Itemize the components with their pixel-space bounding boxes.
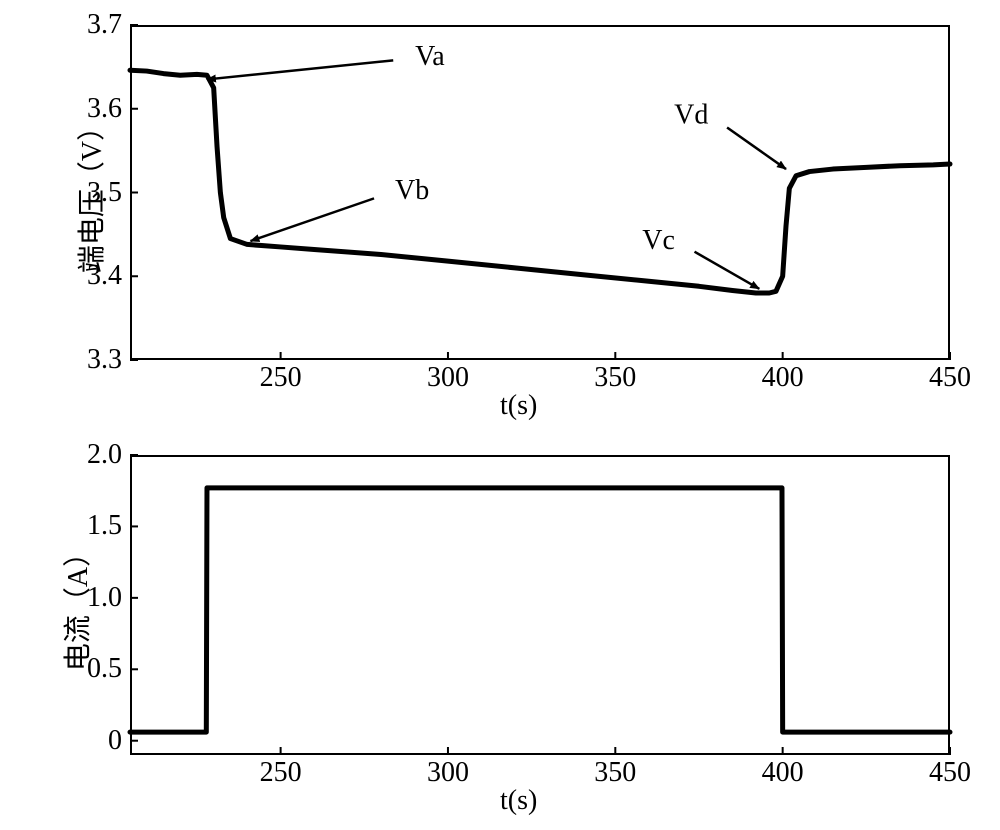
y-axis-label: 电流（A）	[56, 539, 96, 671]
x-axis-label: t(s)	[500, 390, 537, 422]
x-tick-label: 300	[423, 362, 473, 394]
annotation-label-Va: Va	[415, 41, 445, 72]
x-tick-label: 350	[590, 362, 640, 394]
x-tick-label: 250	[256, 362, 306, 394]
y-tick-label: 0	[108, 725, 122, 757]
x-tick-label: 300	[423, 757, 473, 789]
voltage-chart: Va Vb Vc Vd	[130, 25, 950, 360]
voltage-svg: Va Vb Vc Vd	[130, 25, 950, 360]
x-tick-label: 400	[758, 362, 808, 394]
x-tick-label: 400	[758, 757, 808, 789]
annotation-arrow-Vd	[727, 127, 786, 169]
figure: VaVbVcVd 2503003504004503.33.43.53.63.7t…	[0, 0, 1000, 830]
y-tick-label: 3.3	[87, 344, 122, 376]
annotation-arrow-Vb	[250, 198, 374, 241]
current-chart	[130, 455, 950, 755]
series-line	[130, 488, 950, 732]
x-tick-label: 450	[925, 757, 975, 789]
x-axis-label: t(s)	[500, 785, 537, 817]
y-tick-label: 1.5	[87, 510, 122, 542]
current-svg	[130, 455, 950, 755]
y-axis-label: 端电压（V）	[70, 112, 110, 272]
series-line	[130, 70, 950, 293]
annotation-arrow-Vc	[695, 252, 760, 289]
x-tick-label: 250	[256, 757, 306, 789]
x-tick-label: 450	[925, 362, 975, 394]
y-tick-label: 3.7	[87, 9, 122, 41]
annotation-label-Vb: Vb	[395, 175, 429, 206]
x-tick-label: 350	[590, 757, 640, 789]
annotation-arrow-Va	[207, 60, 393, 79]
y-tick-label: 2.0	[87, 439, 122, 471]
annotation-label-Vc: Vc	[642, 225, 675, 256]
annotation-label-Vd: Vd	[674, 100, 708, 131]
